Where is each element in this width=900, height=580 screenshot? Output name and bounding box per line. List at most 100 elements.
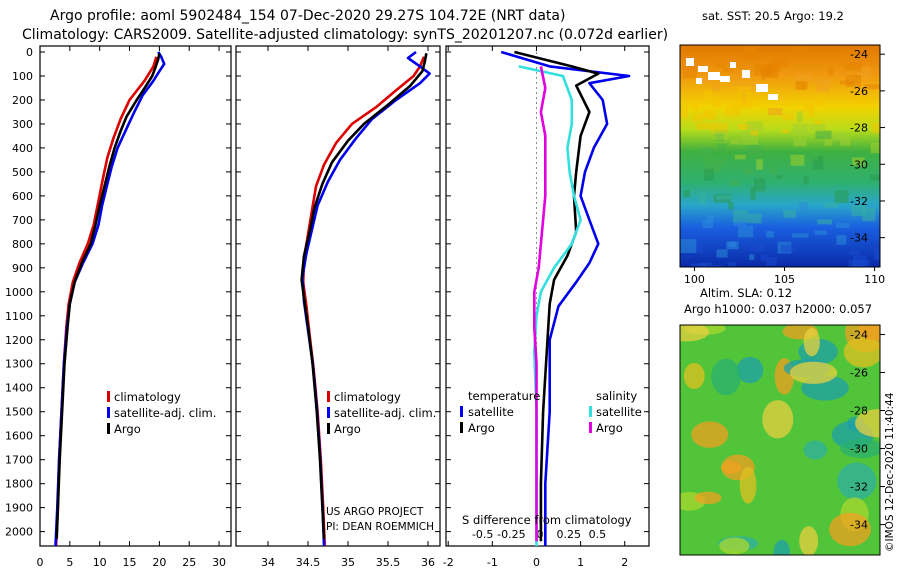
sst-texture-cell <box>749 254 755 260</box>
sst-texture-cell <box>861 66 871 80</box>
map-x-tick-label: 100 <box>684 273 705 286</box>
sst-texture-cell <box>723 68 734 73</box>
sst-texture-cell <box>853 255 867 267</box>
difference-plot: -2 -1 0 1 2-0.5 -0.25 0 0.25 0.5 <box>443 46 631 569</box>
sla-texture-blob <box>691 421 729 448</box>
sst-texture-cell <box>680 153 694 159</box>
x-tick-label: 1 <box>577 556 584 569</box>
sst-texture-cell <box>852 157 865 166</box>
sst-texture-cell <box>812 155 824 170</box>
sla-texture-blob <box>711 358 741 396</box>
sst-texture-cell <box>716 195 731 200</box>
x-tick-label: 0 <box>533 556 540 569</box>
sst-texture-cell <box>812 149 818 161</box>
sla-texture-blob <box>840 438 880 458</box>
sst-texture-cell <box>781 129 790 134</box>
sst-texture-cell <box>712 81 721 91</box>
sst-texture-cell <box>814 230 827 235</box>
legend-label-sal-satellite: satellite <box>596 405 642 419</box>
sst-texture-cell <box>725 106 740 116</box>
sst-texture-cell <box>732 209 748 223</box>
map-y-tick-label: -28 <box>850 122 868 135</box>
sst-texture-cell <box>814 120 822 126</box>
sst-texture-cell <box>680 105 688 119</box>
depth-tick-label: 100 <box>12 70 33 83</box>
depth-tick-label: 1800 <box>5 478 33 491</box>
sst-texture-cell <box>799 202 809 210</box>
salinity-diff-tick-label: -0.25 <box>497 528 525 541</box>
legend-label-temp-argo: Argo <box>468 421 495 435</box>
difference-legend: temperature satellite Argo salinity sate… <box>460 389 642 527</box>
depth-tick-label: 1200 <box>5 334 33 347</box>
sla-texture-blob <box>721 461 742 474</box>
map-y-tick-label: -26 <box>850 85 868 98</box>
legend-swatch-argo <box>107 423 110 434</box>
sst-texture-cell <box>691 263 707 267</box>
difference-xlabel: S difference from climatology <box>462 513 632 527</box>
sla-map-title-line2: Argo h1000: 0.037 h2000: 0.057 <box>684 302 872 316</box>
map-x-tick-label: 105 <box>774 273 795 286</box>
sla-texture-blob <box>837 462 877 501</box>
imos-watermark: ©IMOS 12-Dec-2020 11:40:44 <box>884 392 896 552</box>
x-tick-label: 30 <box>212 556 226 569</box>
sst-texture-cell <box>716 249 728 258</box>
sst-map-texture <box>680 45 880 267</box>
temperature-legend: climatology satellite-adj. clim. Argo <box>107 390 216 436</box>
x-tick-label: 35.5 <box>376 556 401 569</box>
series-line-temperature-satellite <box>500 50 631 546</box>
sst-map-frame <box>679 44 881 268</box>
sst-texture-cell <box>815 94 823 107</box>
depth-tick-label: 300 <box>12 118 33 131</box>
sla-map-frame <box>679 324 881 556</box>
depth-tick-label: 700 <box>12 214 33 227</box>
sst-texture-cell <box>783 209 796 218</box>
sla-map-texture <box>680 325 880 555</box>
x-tick-label: 20 <box>152 556 166 569</box>
map-y-tick-label: -24 <box>850 48 868 61</box>
sst-nodata-cell <box>742 70 750 78</box>
temperature-plot: 0 5 10 15 20 25 30 <box>37 46 226 569</box>
sst-texture-cell <box>702 219 714 229</box>
sst-texture-cell <box>741 89 747 104</box>
sst-texture-cell <box>700 147 712 156</box>
sla-texture-blob <box>773 539 791 555</box>
sst-texture-cell <box>750 242 765 252</box>
depth-tick-label: 400 <box>12 142 33 155</box>
sst-texture-cell <box>703 110 710 119</box>
sst-texture-cell <box>765 257 777 266</box>
depth-tick-label: 600 <box>12 190 33 203</box>
sst-texture-cell <box>793 138 807 147</box>
sst-texture-cell <box>777 57 789 67</box>
sst-texture-cell <box>750 186 756 200</box>
sla-texture-blob <box>680 325 710 342</box>
sla-texture-blob <box>683 362 705 390</box>
series-line-salinity-argo <box>532 66 547 542</box>
x-tick-label: 34.5 <box>296 556 321 569</box>
series-line-temperature-argo <box>514 50 600 542</box>
x-tick-label: 5 <box>66 556 73 569</box>
depth-tick-label: 800 <box>12 238 33 251</box>
depth-tick-label: 900 <box>12 262 33 275</box>
sst-texture-cell <box>840 136 851 146</box>
legend-label-satellite: satellite-adj. clim. <box>114 406 216 420</box>
sst-texture-cell <box>711 123 729 134</box>
sla-map <box>679 324 881 556</box>
legend-label-climatology: climatology <box>334 390 401 404</box>
sst-texture-cell <box>730 100 743 110</box>
figure-title-line1: Argo profile: aoml 5902484_154 07-Dec-20… <box>50 8 565 24</box>
sst-texture-cell <box>703 90 712 99</box>
sst-texture-cell <box>728 202 734 210</box>
sst-texture-cell <box>853 96 872 104</box>
sst-texture-cell <box>844 62 863 71</box>
sla-texture-blob <box>694 491 722 505</box>
legend-swatch-climatology <box>327 391 330 402</box>
sla-texture-blob <box>803 440 828 460</box>
legend-swatch-satellite <box>327 407 330 418</box>
depth-tick-label: 0 <box>26 46 33 59</box>
x-tick-label: 25 <box>182 556 196 569</box>
sst-texture-cell <box>737 225 754 238</box>
sst-texture-cell <box>795 74 813 82</box>
sst-texture-cell <box>824 202 839 208</box>
sst-texture-cell <box>716 63 725 68</box>
sst-texture-cell <box>816 79 830 92</box>
